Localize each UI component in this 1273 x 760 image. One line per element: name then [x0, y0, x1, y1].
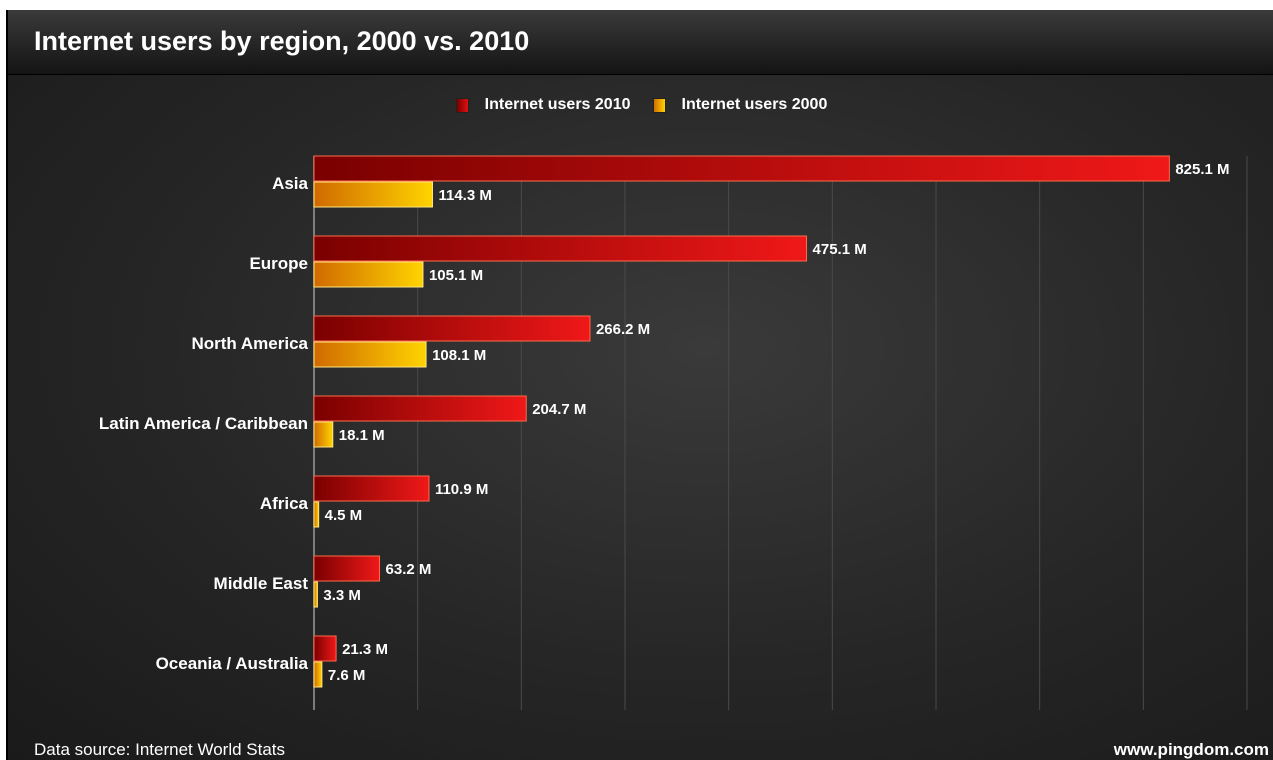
legend-item-2000: Internet users 2000: [652, 96, 828, 114]
bar-2010: [313, 555, 381, 582]
title-bar: Internet users by region, 2000 vs. 2010: [8, 10, 1273, 75]
legend-item-2010: Internet users 2010: [455, 96, 631, 114]
category-label: Africa: [260, 494, 309, 513]
bar-2000: [313, 341, 427, 368]
category-label: Middle East: [214, 574, 309, 593]
category-label: North America: [191, 334, 308, 353]
data-label: 63.2 M: [386, 561, 432, 578]
data-label: 7.6 M: [328, 667, 366, 684]
data-label: 18.1 M: [339, 427, 385, 444]
data-label: 110.9 M: [435, 481, 488, 498]
bar-2010: [313, 635, 337, 662]
bar-2000: [313, 181, 433, 208]
chart-title: Internet users by region, 2000 vs. 2010: [34, 26, 530, 56]
bar-2000: [313, 421, 334, 448]
data-source-note: Data source: Internet World Stats: [34, 740, 286, 759]
legend-swatch-2010: [455, 97, 469, 113]
data-label: 21.3 M: [342, 641, 388, 658]
data-label: 825.1 M: [1175, 161, 1229, 178]
bar-2010: [313, 475, 430, 502]
data-label: 105.1 M: [429, 267, 483, 284]
site-credit: www.pingdom.com: [1113, 740, 1269, 759]
bar-2010: [313, 155, 1170, 182]
plot-area: Asia 825.1 M 114.3 M Europe 475.1 M 105.1 M No…: [99, 155, 1248, 710]
bar-2010: [313, 235, 808, 262]
data-label: 108.1 M: [432, 347, 486, 364]
legend-label-2010: Internet users 2010: [484, 96, 631, 113]
category-label: Latin America / Caribbean: [99, 414, 308, 433]
bar-2000: [313, 661, 323, 688]
bar-2010: [313, 315, 591, 342]
category-label: Europe: [249, 254, 308, 273]
category-label: Asia: [272, 174, 308, 193]
bar-2000: [313, 501, 320, 528]
data-label: 204.7 M: [532, 401, 586, 418]
data-label: 4.5 M: [325, 507, 363, 524]
bar-2000: [313, 581, 318, 608]
legend-swatch-2000: [652, 97, 666, 113]
category-label: Oceania / Australia: [156, 654, 309, 673]
bar-2010: [313, 395, 527, 422]
legend: Internet users 2010 Internet users 2000: [8, 96, 1273, 114]
data-label: 114.3 M: [438, 187, 491, 204]
data-label: 266.2 M: [596, 321, 650, 338]
bar-2000: [313, 261, 424, 288]
data-label: 475.1 M: [813, 241, 867, 258]
legend-label-2000: Internet users 2000: [681, 96, 828, 113]
data-label: 3.3 M: [323, 587, 361, 604]
chart-frame: Internet users by region, 2000 vs. 2010 …: [6, 10, 1273, 760]
